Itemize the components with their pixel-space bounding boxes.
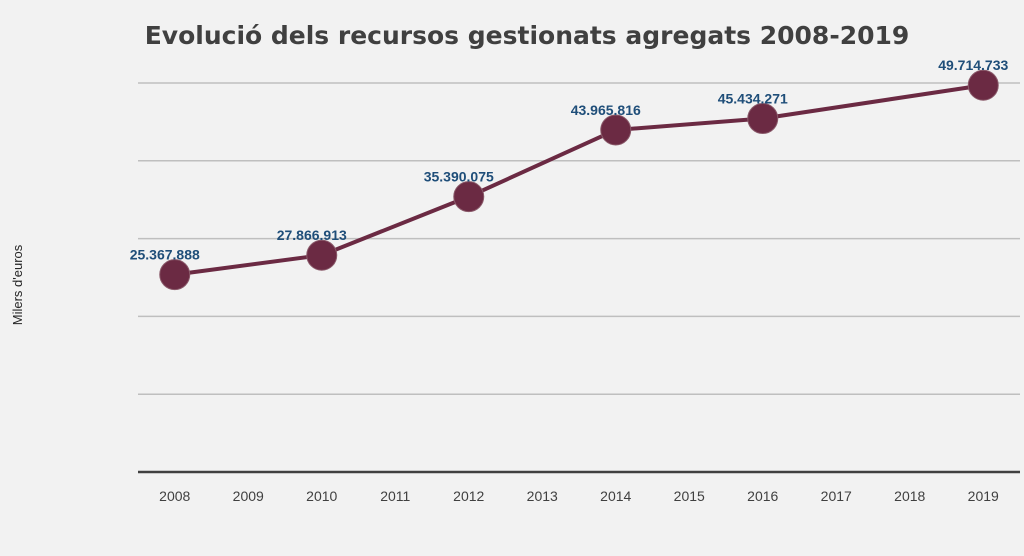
- data-point: [967, 69, 999, 101]
- data-label: 49.714.733: [938, 57, 1008, 73]
- data-label: 25.367.888: [130, 247, 200, 263]
- data-label: 35.390.075: [424, 169, 494, 185]
- data-point: [600, 114, 632, 146]
- gridlines: [138, 82, 1020, 395]
- x-tick-label: 2017: [821, 488, 852, 504]
- data-label: 27.866.913: [277, 227, 347, 243]
- data-point: [453, 181, 485, 213]
- x-tick-label: 2019: [968, 488, 999, 504]
- x-tick-label: 2009: [233, 488, 264, 504]
- data-label: 43.965.816: [571, 102, 641, 118]
- x-tick-label: 2014: [600, 488, 631, 504]
- x-tick-label: 2011: [380, 488, 410, 504]
- y-axis-label: Milers d'euros: [10, 244, 25, 325]
- data-point: [747, 103, 779, 135]
- x-tick-label: 2012: [453, 488, 484, 504]
- data-labels: 25.367.888 27.866.913 35.390.075 43.965.816…: [130, 57, 1009, 262]
- chart-title: Evolució dels recursos gestionats agrega…: [145, 21, 910, 50]
- x-tick-label: 2016: [747, 488, 778, 504]
- x-axis: 2008 2009 2010 2011 2012 2013 2014 2015 2016 2017…: [138, 470, 1020, 504]
- x-tick-label: 2013: [527, 488, 558, 504]
- x-tick-label: 2010: [306, 488, 337, 504]
- x-tick-label: 2008: [159, 488, 190, 504]
- data-point: [159, 259, 191, 291]
- series-line: [174, 83, 984, 277]
- data-point: [306, 239, 338, 271]
- x-tick-label: 2015: [674, 488, 705, 504]
- data-label: 45.434.271: [718, 91, 788, 107]
- series-layer: [159, 69, 999, 291]
- x-tick-label: 2018: [894, 488, 925, 504]
